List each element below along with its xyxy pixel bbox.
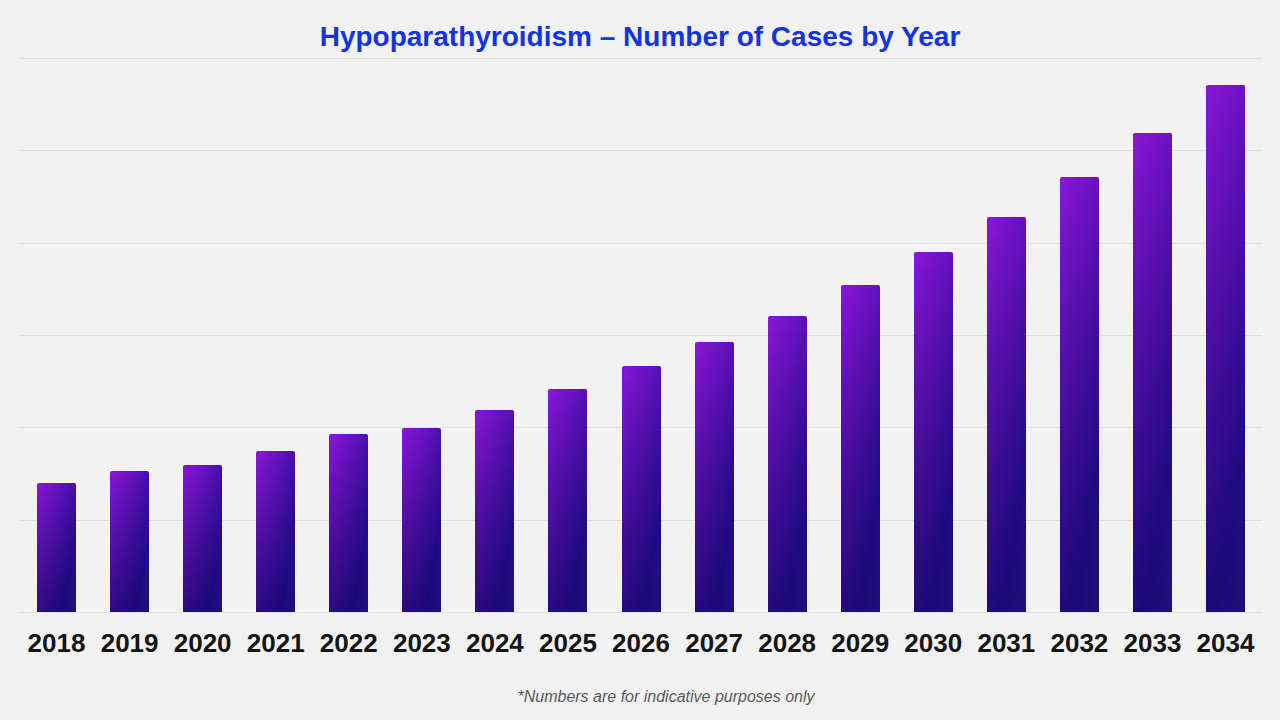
bar-column-2025	[531, 58, 604, 612]
bar-column-2027	[678, 58, 751, 612]
x-axis-label-2023: 2023	[385, 628, 458, 659]
x-axis-label-2029: 2029	[824, 628, 897, 659]
chart-canvas: Hypoparathyroidism – Number of Cases by …	[0, 0, 1280, 720]
x-axis-label-2018: 2018	[20, 628, 93, 659]
bar-2032	[1060, 177, 1099, 612]
x-axis-label-2027: 2027	[678, 628, 751, 659]
bar-2019	[110, 471, 149, 612]
bar-2020	[183, 465, 222, 612]
bar-2030	[914, 252, 953, 612]
x-axis-label-2026: 2026	[605, 628, 678, 659]
bar-column-2032	[1043, 58, 1116, 612]
x-axis-label-2028: 2028	[751, 628, 824, 659]
bar-2022	[329, 434, 368, 612]
bar-column-2023	[385, 58, 458, 612]
x-axis-label-2024: 2024	[458, 628, 531, 659]
bar-column-2029	[824, 58, 897, 612]
bar-2028	[768, 316, 807, 612]
x-axis-label-2034: 2034	[1189, 628, 1262, 659]
bar-column-2024	[458, 58, 531, 612]
bar-2023	[402, 428, 441, 612]
x-axis-label-2021: 2021	[239, 628, 312, 659]
bar-column-2022	[312, 58, 385, 612]
bar-2027	[695, 342, 734, 612]
x-axis-label-2032: 2032	[1043, 628, 1116, 659]
bar-column-2019	[93, 58, 166, 612]
chart-footnote: *Numbers are for indicative purposes onl…	[0, 688, 1280, 706]
bar-2033	[1133, 133, 1172, 612]
x-axis-label-2019: 2019	[93, 628, 166, 659]
bar-column-2020	[166, 58, 239, 612]
x-axis-label-2025: 2025	[531, 628, 604, 659]
bars-row	[20, 58, 1262, 612]
bar-2029	[841, 285, 880, 612]
bar-2025	[548, 389, 587, 612]
x-axis-label-2022: 2022	[312, 628, 385, 659]
bar-column-2034	[1189, 58, 1262, 612]
plot-area	[20, 58, 1262, 612]
bar-column-2030	[897, 58, 970, 612]
chart-title: Hypoparathyroidism – Number of Cases by …	[0, 21, 1280, 53]
x-axis-label-2020: 2020	[166, 628, 239, 659]
bar-2026	[622, 366, 661, 612]
bar-2018	[37, 483, 76, 612]
bar-2034	[1206, 85, 1245, 612]
bar-2024	[475, 410, 514, 612]
bar-column-2033	[1116, 58, 1189, 612]
bar-2021	[256, 451, 295, 612]
bar-column-2018	[20, 58, 93, 612]
bar-2031	[987, 217, 1026, 612]
x-axis-label-2033: 2033	[1116, 628, 1189, 659]
bar-column-2031	[970, 58, 1043, 612]
x-axis-label-2031: 2031	[970, 628, 1043, 659]
x-axis-label-2030: 2030	[897, 628, 970, 659]
bar-column-2028	[751, 58, 824, 612]
bar-column-2021	[239, 58, 312, 612]
gridline-0	[20, 612, 1262, 613]
x-axis-labels: 2018201920202021202220232024202520262027…	[20, 628, 1262, 659]
bar-column-2026	[605, 58, 678, 612]
